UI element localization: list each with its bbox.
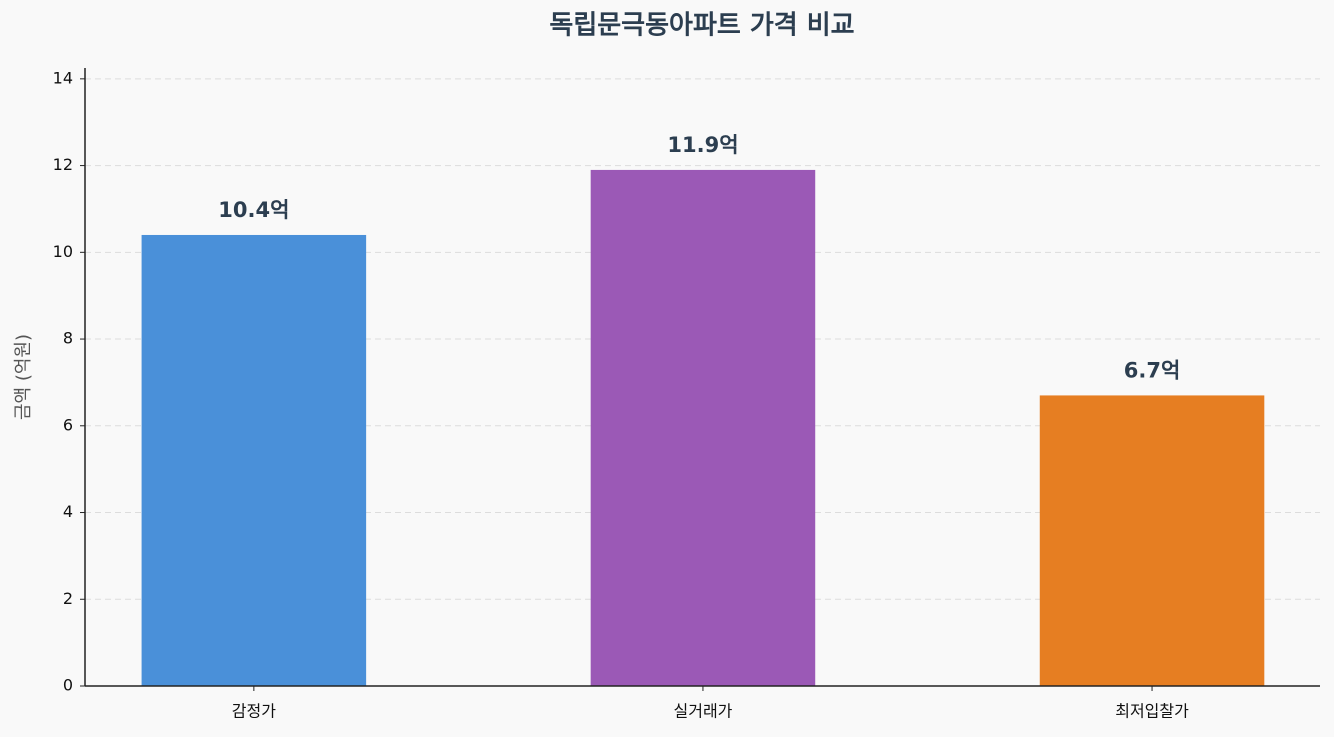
x-tick-label: 실거래가 xyxy=(674,702,733,721)
y-tick-label: 14 xyxy=(53,68,73,87)
bar xyxy=(590,169,816,687)
y-axis-label: 금액 (억원) xyxy=(13,334,34,420)
x-tick-label: 최저입찰가 xyxy=(1115,702,1189,721)
y-tick-label: 6 xyxy=(63,415,73,434)
bar xyxy=(141,234,367,686)
value-label: 10.4억 xyxy=(218,198,289,222)
chart-title: 독립문극동아파트 가격 비교 xyxy=(549,11,854,41)
y-tick-label: 12 xyxy=(53,155,73,174)
bar xyxy=(1039,395,1265,686)
y-tick-label: 2 xyxy=(63,589,73,608)
value-label: 11.9억 xyxy=(667,133,738,157)
y-tick-label: 10 xyxy=(53,242,73,261)
y-tick-label: 8 xyxy=(63,329,73,348)
y-tick-label: 4 xyxy=(63,502,73,521)
value-label: 6.7억 xyxy=(1124,358,1181,382)
y-tick-label: 0 xyxy=(63,676,73,695)
x-tick-label: 감정가 xyxy=(232,702,276,721)
